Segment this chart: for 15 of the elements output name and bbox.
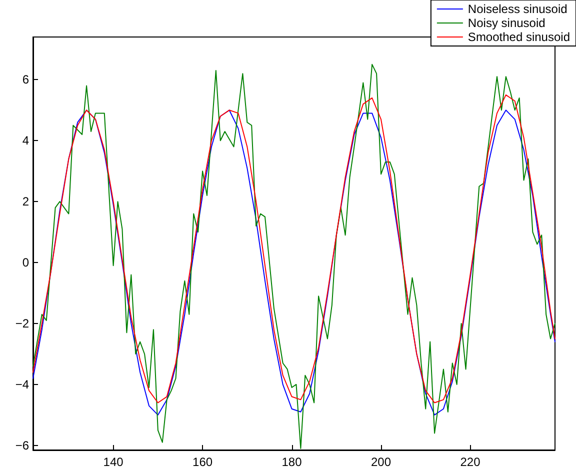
legend-label: Noisy sinusoid [468,16,546,30]
y-tick-label: −2 [15,316,30,331]
x-tick-label: 180 [282,455,302,469]
x-tick-label: 200 [370,455,392,469]
x-tick-label: 160 [192,455,213,469]
y-tick-label: −6 [15,438,30,452]
legend-label: Noiseless sinusoid [468,2,568,16]
y-tick-label: −4 [15,377,30,392]
y-tick-label: 2 [22,194,30,209]
legend-label: Smoothed sinusoid [468,30,570,44]
y-tick-label: 6 [22,72,30,87]
x-tick-label: 220 [460,455,481,469]
y-tick-label: 4 [22,134,30,148]
y-tick-label: 0 [22,256,30,270]
x-tick-label: 140 [103,455,124,469]
